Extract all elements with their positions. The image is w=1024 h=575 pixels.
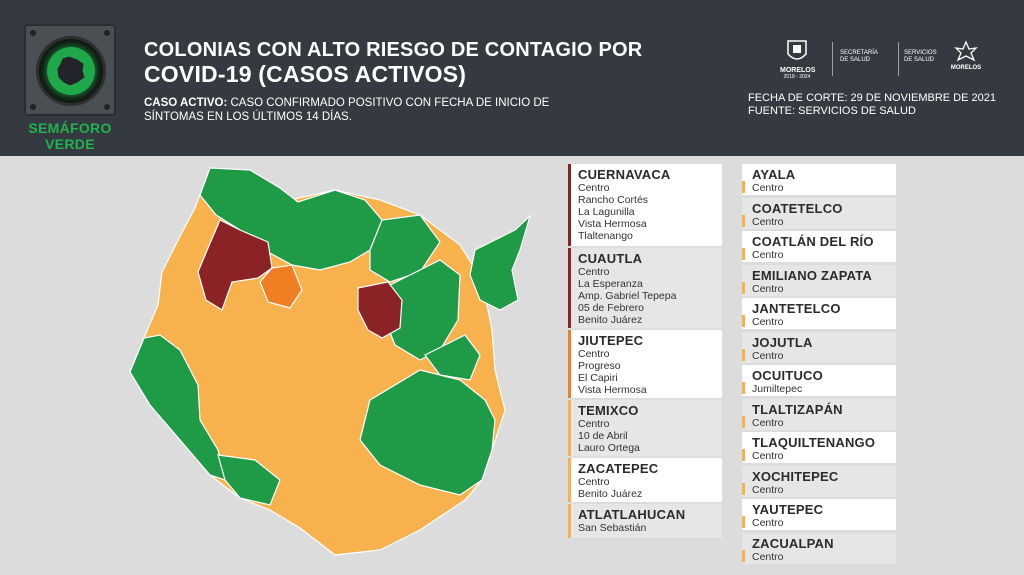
list-item: TEMIXCO Centro 10 de Abril Lauro Ortega [568,400,722,456]
morelos-risk-map [129,167,532,556]
list-item: ZACATEPEC Centro Benito Juárez [568,458,722,502]
list-item: EMILIANO ZAPATA Centro [742,265,896,296]
map-region-far-east-green [469,214,532,311]
bolt-icon [30,104,36,110]
risk-bar [742,248,745,260]
risk-bar [742,449,745,461]
list-item: JOJUTLA Centro [742,332,896,363]
map-region-west-green [129,334,226,481]
risk-bar [742,315,745,327]
list-item: XOCHITEPEC Centro [742,466,896,497]
list-item: ATLATLAHUCAN San Sebastián [568,504,722,538]
risk-bar [742,382,745,394]
risk-bar [568,458,571,502]
list-item: CUAUTLA Centro La Esperanza Amp. Gabriel… [568,248,722,328]
list-item: COATETELCO Centro [742,198,896,229]
risk-bar [742,282,745,294]
risk-bar [568,400,571,456]
cutoff-and-source: FECHA DE CORTE: 29 DE NOVIEMBRE DE 2021 … [748,92,996,117]
list-item: YAUTEPEC Centro [742,499,896,530]
list-item: CUERNAVACA Centro Rancho Cortés La Lagun… [568,164,722,246]
risk-bar [742,483,745,495]
page-title: COLONIAS CON ALTO RIESGO DE CONTAGIO POR… [144,39,643,87]
risk-bar [742,550,745,562]
green-light-icon [47,47,95,95]
traffic-light-label: SEMÁFORO VERDE [28,120,112,152]
risk-bar [742,181,745,193]
state-outline-icon [57,56,85,86]
morelos-shield-logo: MORELOS 2018 - 2024 [780,40,815,81]
logo-divider [832,42,833,76]
map-region-east-mid-green [424,334,481,381]
servicios-salud-logo: SERVICIOS DE SALUD [904,50,937,63]
list-item: AYALA Centro [742,164,896,195]
list-item: JIUTEPEC Centro Progreso El Capiri Vista… [568,330,722,398]
bolt-icon [104,30,110,36]
list-item: JANTETELCO Centro [742,298,896,329]
list-item: TLALTIZAPÁN Centro [742,399,896,430]
header-banner: SEMÁFORO VERDE COLONIAS CON ALTO RIESGO … [0,0,1024,156]
map-region-cuautla-red [357,281,403,339]
map-region-south-green [217,454,281,506]
active-case-definition: CASO ACTIVO: CASO CONFIRMADO POSITIVO CO… [144,97,550,123]
map-region-north-green [199,167,383,271]
list-item: ZACUALPAN Centro [742,533,896,564]
risk-bar [568,330,571,398]
risk-bar [742,516,745,528]
map-region-jiutepec-orange [259,264,303,309]
risk-bar [742,349,745,361]
risk-bar [568,164,571,246]
logo-divider [898,42,899,76]
morelos-brand-logo: MORELOS [950,40,982,72]
flower-icon [954,40,978,62]
bolt-icon [104,104,110,110]
map-region-southeast-green [359,369,496,496]
risk-bar [568,248,571,328]
risk-bar [568,504,571,538]
shield-icon [787,40,807,60]
list-item: TLAQUILTENANGO Centro [742,432,896,463]
list-item: OCUITUCO Jumiltepec [742,365,896,396]
bolt-icon [30,30,36,36]
risk-bar [742,416,745,428]
secretaria-salud-logo: SECRETARÍA DE SALUD [840,50,878,63]
traffic-light-badge [24,24,116,116]
risk-bar [742,215,745,227]
list-item: COATLÁN DEL RÍO Centro [742,231,896,262]
map-region-cuernavaca-red [197,219,273,311]
